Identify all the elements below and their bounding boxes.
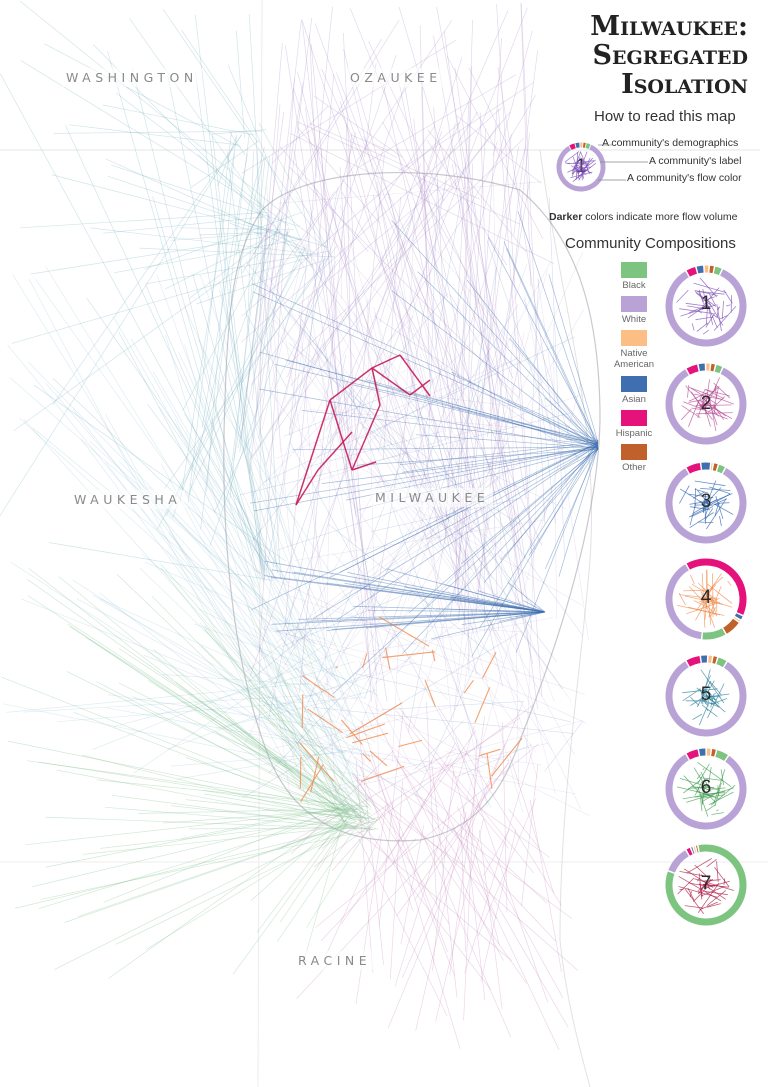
community-number-5: 5 [700,684,712,705]
legend-label-hispanic: Hispanic [615,428,653,439]
page-title: Milwaukee: Segregated Isolation [590,12,748,99]
legend-item-other: Other [619,444,649,473]
flow-volume-note: Darker colors indicate more flow volume [549,211,738,223]
legend-item-black: Black [619,262,649,291]
title-line-1: Milwaukee: [590,11,748,42]
annotation-label: A community's label [649,155,742,167]
annotation-flow-color: A community's flow color [627,172,742,184]
legend-swatch-white [621,296,647,312]
legend-swatch-hispanic [621,410,647,426]
legend-item-hispanic: Hispanic [616,410,652,439]
commuter-flows [0,0,601,1050]
legend-swatch-native-american [621,330,647,346]
community-number-3: 3 [700,491,712,512]
legend-label-asian: Asian [622,394,646,405]
annotation-demographics: A community's demographics [602,137,739,149]
title-line-3: Isolation [621,69,748,100]
community-number-6: 6 [700,777,712,798]
community-flows [295,354,523,803]
legend-swatch-black [621,262,647,278]
county-label-waukesha: WAUKESHA [70,490,186,509]
county-label-racine: RACINE [294,951,376,970]
example-community-number: 1 [575,156,587,177]
community-number-4: 4 [700,587,712,608]
community-number-7: 7 [700,873,712,894]
legend-label-native-american: Native American [613,348,655,370]
title-line-2: Segregated [592,40,748,71]
community-compositions-heading: Community Compositions [565,235,736,252]
legend-label-white: White [621,314,647,325]
county-label-milwaukee: MILWAUKEE [371,488,494,507]
legend-swatch-other [621,444,647,460]
how-to-read-heading: How to read this map [594,108,736,125]
legend-swatch-asian [621,376,647,392]
community-number-1: 1 [700,293,712,314]
county-label-ozaukee: OZAUKEE [346,68,446,87]
community-number-2: 2 [700,393,712,414]
legend-label-black: Black [622,280,646,291]
legend-item-white: White [619,296,649,325]
legend-item-asian: Asian [619,376,649,405]
legend-item-native-american: Native American [614,330,654,370]
legend-label-other: Other [622,462,646,473]
darker-rest: colors indicate more flow volume [582,211,738,223]
darker-word: Darker [549,211,583,223]
county-label-washington: WASHINGTON [62,68,202,87]
